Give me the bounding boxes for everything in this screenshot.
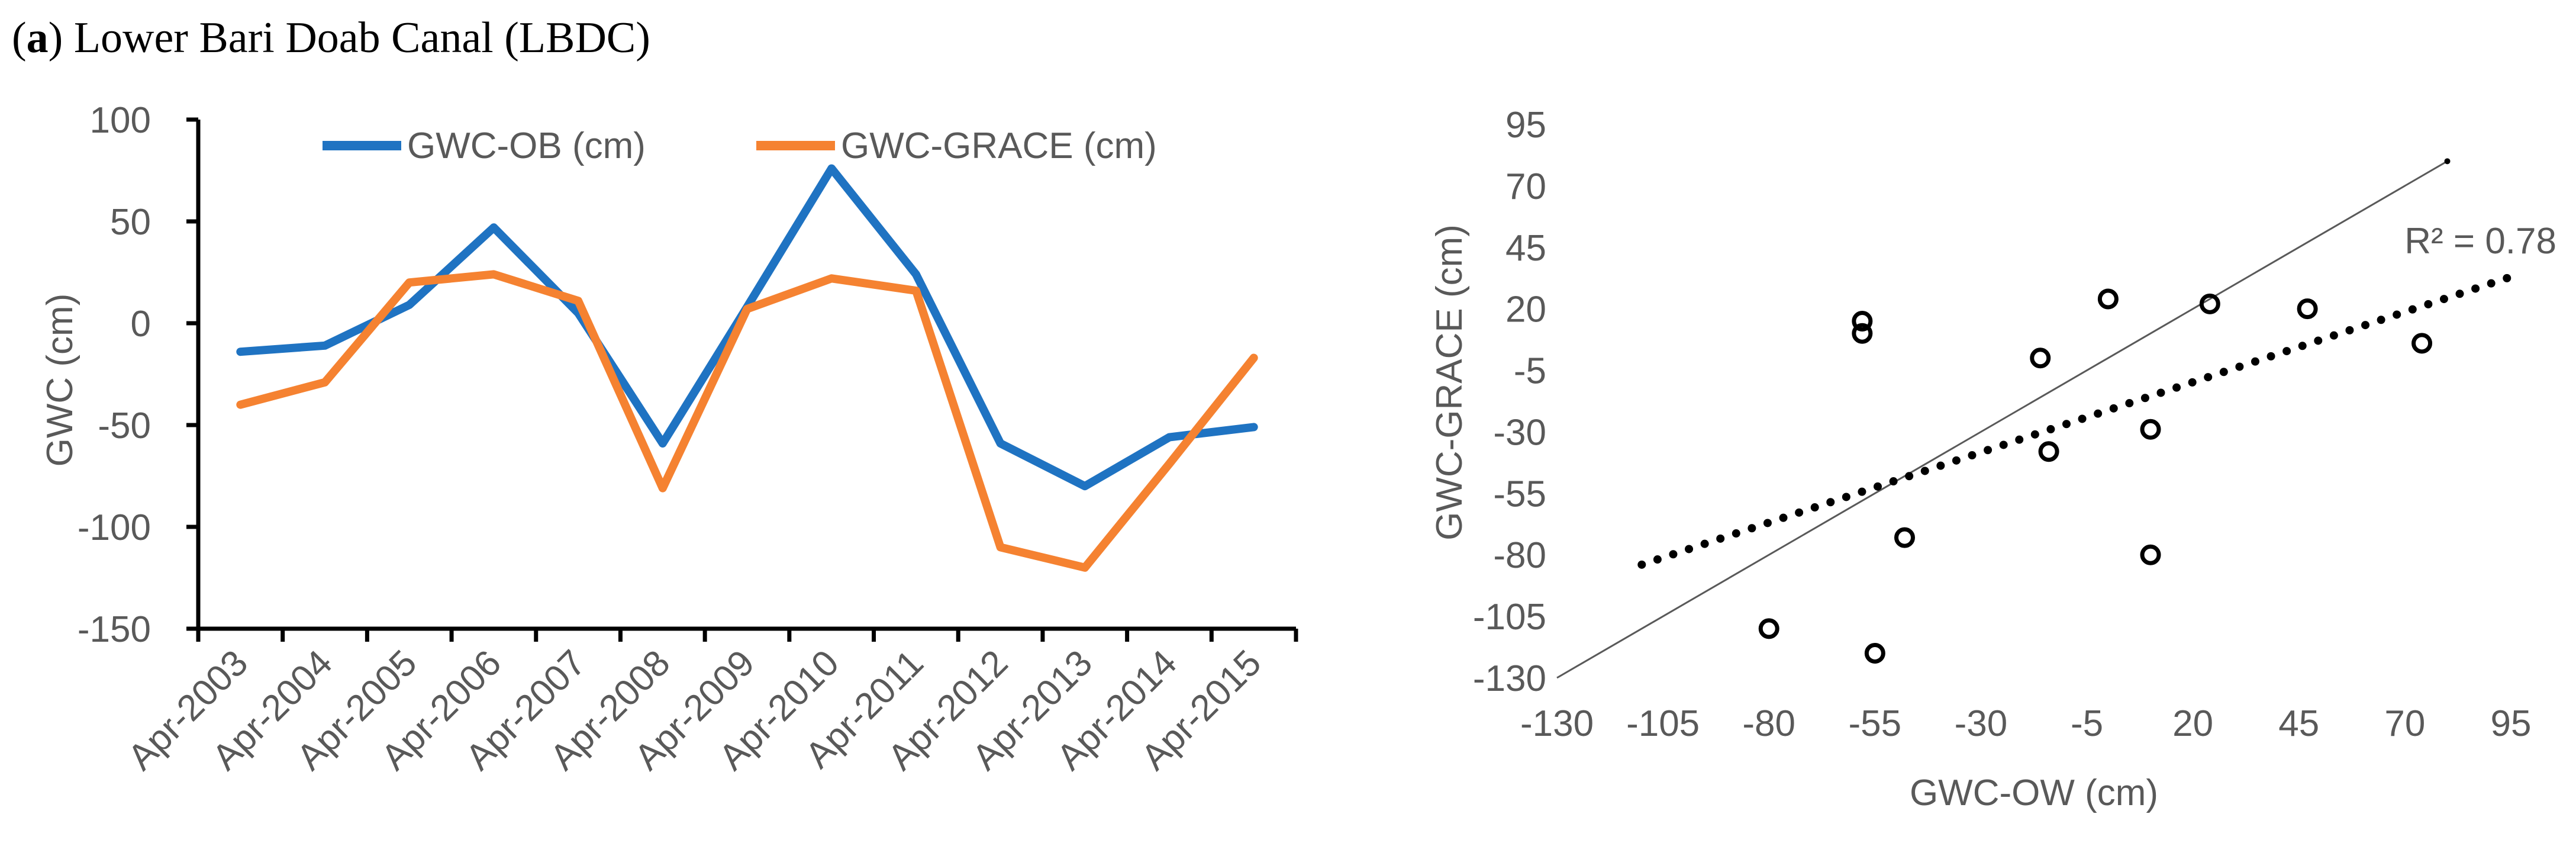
scatter-x-tick-label: -30	[1955, 703, 2008, 744]
scatter-x-tick-label: -130	[1520, 703, 1594, 744]
scatter-y-tick-label: -30	[1493, 412, 1546, 453]
data-point-grace	[1168, 463, 1170, 465]
legend-label-ob: GWC-OB (cm)	[407, 126, 646, 166]
scatter-y-tick-label: -55	[1493, 474, 1546, 514]
scatter-x-tick-label: 20	[2172, 703, 2213, 744]
scatter-point	[2038, 441, 2059, 462]
data-point-ob	[240, 351, 241, 353]
one-to-one-line-end	[2444, 158, 2451, 165]
scatter-y-axis-label: GWC-GRACE (cm)	[1429, 224, 1470, 540]
scatter-point	[1758, 618, 1779, 639]
scatter-point	[2199, 293, 2220, 314]
scatter-x-tick-label: -55	[1849, 703, 1902, 744]
data-point-ob	[1168, 436, 1170, 438]
data-point-ob	[1084, 485, 1086, 487]
scatter-point	[1852, 310, 1873, 332]
scatter-point	[2140, 419, 2161, 440]
line-chart-legend: GWC-OB (cm) GWC-GRACE (cm)	[323, 126, 1157, 166]
data-point-grace	[746, 308, 748, 310]
scatter-x-tick-label: 95	[2491, 703, 2532, 744]
data-point-ob	[408, 304, 410, 306]
scatter-x-tick-label: -80	[1742, 703, 1795, 744]
scatter-x-tick-label: -105	[1626, 703, 1700, 744]
data-point-grace	[662, 487, 663, 489]
scatter-x-tick-label: 45	[2278, 703, 2319, 744]
trendline	[1637, 272, 2515, 569]
scatter-y-tick-label: 95	[1505, 105, 1546, 146]
line-chart-y-tick-label: -150	[78, 609, 151, 650]
line-chart-y-tick-label: -50	[98, 406, 151, 446]
data-point-ob	[493, 227, 495, 229]
scatter-x-tick-label: -5	[2071, 703, 2103, 744]
scatter-point	[2030, 348, 2051, 369]
scatter-point	[1894, 527, 1915, 548]
scatter-x-tick-label: 70	[2384, 703, 2425, 744]
scatter-y-tick-label: -130	[1473, 658, 1546, 699]
scatter-point	[2297, 298, 2318, 320]
data-point-grace	[1084, 567, 1086, 568]
line-chart-y-tick-label: -100	[78, 507, 151, 548]
data-point-grace	[324, 381, 326, 383]
series-line-ob	[236, 164, 1258, 491]
data-point-grace	[915, 289, 917, 291]
data-point-ob	[1000, 442, 1001, 444]
scatter-point	[1864, 642, 1885, 664]
scatter-y-tick-label: 45	[1505, 228, 1546, 269]
one-to-one-line	[1556, 160, 2448, 679]
data-point-grace	[240, 404, 241, 406]
scatter-chart: GWC-GRACE (cm) GWC-OW (cm) R² = 0.78 95 7…	[1429, 105, 2556, 813]
scatter-x-axis-label: GWC-OW (cm)	[1910, 773, 2158, 813]
data-point-ob	[578, 312, 579, 314]
data-point-ob	[1253, 426, 1255, 428]
data-point-grace	[1253, 357, 1255, 359]
scatter-y-tick-label: -105	[1473, 597, 1546, 638]
panel-letter: a	[26, 14, 49, 62]
data-point-grace	[1000, 546, 1001, 548]
scatter-point	[2097, 288, 2119, 310]
data-point-grace	[408, 282, 410, 284]
scatter-y-tick-label: 20	[1505, 289, 1546, 330]
legend-label-grace: GWC-GRACE (cm)	[841, 126, 1157, 166]
line-chart: GWC (cm) GWC-OB (cm) GWC-GRACE (cm) 100 5…	[40, 100, 1298, 778]
line-chart-y-tick-label: 100	[90, 100, 151, 141]
data-point-grace	[493, 274, 495, 275]
line-chart-y-tick-label: 50	[110, 202, 151, 243]
line-chart-y-tick-label: 0	[131, 304, 151, 345]
scatter-point	[1852, 323, 1873, 344]
panel-title: (a) Lower Bari Doab Canal (LBDC)	[12, 14, 650, 62]
scatter-y-tick-label: 70	[1505, 166, 1546, 207]
panel-title-text: Lower Bari Doab Canal (LBDC)	[73, 14, 650, 62]
r-squared-annotation: R² = 0.78	[2404, 221, 2556, 262]
scatter-point	[2411, 333, 2433, 354]
scatter-y-tick-label: -80	[1493, 535, 1546, 576]
scatter-point	[2140, 544, 2161, 565]
line-chart-y-axis-label: GWC (cm)	[40, 294, 80, 467]
data-point-grace	[831, 278, 833, 279]
data-point-ob	[831, 168, 833, 169]
data-point-grace	[578, 300, 579, 302]
data-point-ob	[324, 345, 326, 346]
scatter-y-tick-label: -5	[1514, 351, 1546, 392]
data-point-ob	[915, 274, 917, 275]
data-point-ob	[662, 442, 663, 444]
series-line-grace	[236, 270, 1258, 572]
